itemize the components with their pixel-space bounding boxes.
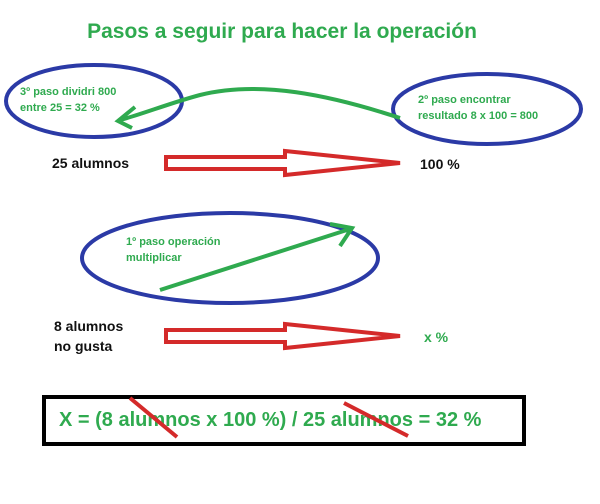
straight-green-arrow [159,227,351,292]
strike-alumnos-2 [343,401,409,438]
page-title: Pasos a seguir para hacer la operación [87,20,477,43]
step3-line1: 3º paso dividri 800 [20,86,117,98]
row2-left-line2: no gusta [54,338,113,354]
row2-left-line1: 8 alumnos [54,318,124,334]
strike-alumnos-1 [128,396,179,439]
step1-ellipse [80,211,380,305]
row1-right-label: 100 % [420,156,460,172]
row2-left-label: 8 alumnos no gusta [54,316,123,356]
red-arrow-row1 [164,148,401,178]
step3-text: 3º paso dividri 800 entre 25 = 32 % [20,84,116,116]
step3-line2: entre 25 = 32 % [20,102,100,114]
row1-left-label: 25 alumnos [52,155,130,171]
step1-line1: 1º paso operación [126,236,221,248]
step1-line2: multiplicar [126,252,182,264]
step2-line2: resultado 8 x 100 = 800 [418,110,539,122]
step2-ellipse [391,72,583,146]
curved-green-arrow [119,86,401,122]
curved-green-arrowhead [114,105,137,130]
step2-text: 2º paso encontrar resultado 8 x 100 = 80… [418,92,538,124]
step2-line1: 2º paso encontrar [418,94,511,106]
step1-text: 1º paso operación multiplicar [126,234,221,266]
row2-right-label: x % [424,329,449,345]
straight-green-arrowhead [329,222,356,248]
red-arrow-row2 [164,321,401,351]
